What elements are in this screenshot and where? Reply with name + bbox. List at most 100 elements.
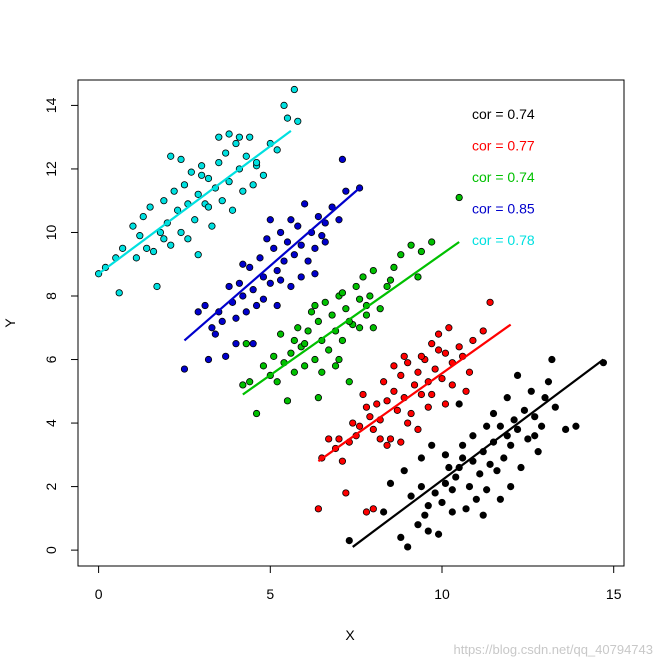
- scatter-point: [167, 241, 175, 249]
- scatter-point: [465, 368, 474, 376]
- scatter-point: [445, 324, 453, 332]
- scatter-point: [541, 394, 549, 402]
- y-tick-label: 12: [43, 161, 59, 177]
- scatter-point: [438, 498, 446, 507]
- scatter-point: [373, 400, 381, 408]
- scatter-point: [342, 187, 350, 195]
- scatter-point: [486, 460, 494, 468]
- scatter-point: [366, 413, 374, 421]
- scatter-point: [428, 390, 436, 399]
- y-tick-label: 8: [43, 292, 59, 300]
- scatter-point: [314, 394, 322, 402]
- scatter-point: [551, 403, 559, 411]
- scatter-point: [259, 273, 268, 281]
- scatter-point: [455, 193, 463, 202]
- scatter-point: [459, 454, 467, 462]
- scatter-point: [407, 409, 415, 418]
- scatter-point: [417, 454, 425, 462]
- scatter-point: [465, 482, 474, 491]
- scatter-point: [355, 422, 364, 430]
- scatter-point: [335, 216, 343, 224]
- scatter-point: [143, 244, 151, 252]
- scatter-point: [294, 324, 302, 332]
- scatter-point: [507, 482, 515, 491]
- scatter-point: [434, 330, 443, 338]
- y-tick-label: 2: [43, 482, 59, 490]
- scatter-point: [222, 352, 230, 360]
- scatter-point: [266, 279, 274, 287]
- scatter-point: [513, 425, 522, 434]
- scatter-point: [404, 359, 412, 367]
- scatter-point: [304, 257, 312, 265]
- scatter-point: [170, 187, 178, 195]
- scatter-point: [383, 282, 391, 291]
- scatter-point: [362, 508, 371, 516]
- scatter-point: [421, 511, 429, 519]
- scatter-point: [287, 216, 295, 224]
- scatter-point: [462, 387, 470, 395]
- scatter-point: [242, 308, 250, 316]
- scatter-point: [204, 174, 213, 183]
- scatter-point: [314, 505, 322, 513]
- scatter-point: [307, 308, 316, 316]
- scatter-point: [459, 441, 467, 449]
- legend-entry: cor = 0.77: [472, 138, 535, 154]
- fit-lines-layer: [97, 129, 605, 548]
- scatter-point: [225, 282, 233, 291]
- scatter-point: [259, 362, 268, 370]
- scatter-point: [325, 435, 333, 443]
- scatter-point: [493, 467, 501, 475]
- scatter-point: [249, 286, 257, 294]
- scatter-point: [294, 222, 302, 230]
- scatter-point: [338, 155, 347, 164]
- scatter-point: [266, 216, 274, 224]
- scatter-point: [325, 346, 333, 354]
- scatter-point: [424, 527, 432, 535]
- scatter-point: [342, 489, 350, 497]
- scatter-point: [290, 251, 298, 259]
- scatter-point: [434, 530, 443, 538]
- scatter-point: [277, 228, 285, 237]
- y-tick-label: 0: [43, 546, 59, 554]
- scatter-point: [483, 422, 491, 430]
- scatter-point: [407, 241, 415, 249]
- scatter-point: [218, 197, 226, 205]
- fit-line: [183, 187, 361, 342]
- scatter-point: [194, 251, 202, 259]
- scatter-point: [503, 394, 511, 402]
- scatter-point: [259, 295, 268, 303]
- scatter-point: [462, 505, 470, 513]
- scatter-point: [249, 340, 257, 348]
- scatter-point: [160, 197, 168, 205]
- scatter-point: [572, 422, 580, 430]
- scatter-point: [239, 260, 247, 268]
- scatter-point: [194, 308, 202, 316]
- scatter-point: [397, 251, 405, 259]
- scatter-point: [180, 181, 189, 189]
- scatter-point: [235, 279, 243, 287]
- scatter-point: [362, 311, 371, 319]
- x-axis: 0 5 10 15: [95, 565, 622, 602]
- x-tick-label: 15: [606, 586, 622, 602]
- scatter-point: [386, 479, 395, 488]
- scatter-point: [417, 482, 425, 491]
- scatter-point: [417, 390, 425, 399]
- scatter-point: [369, 425, 377, 434]
- y-tick-label: 4: [43, 419, 59, 427]
- scatter-point: [393, 406, 401, 414]
- scatter-point: [119, 244, 127, 252]
- scatter-point: [390, 387, 398, 395]
- scatter-point: [252, 409, 261, 418]
- scatter-point: [177, 155, 185, 164]
- scatter-point: [153, 282, 161, 291]
- scatter-point: [311, 270, 319, 278]
- scatter-point: [318, 368, 326, 376]
- scatter-point: [280, 101, 288, 110]
- scatter-point: [273, 301, 281, 310]
- scatter-point: [184, 235, 192, 243]
- scatter-point: [239, 292, 247, 300]
- scatter-point: [280, 257, 288, 265]
- scatter-point: [215, 133, 223, 141]
- scatter-point: [287, 282, 295, 291]
- scatter-point: [520, 406, 529, 414]
